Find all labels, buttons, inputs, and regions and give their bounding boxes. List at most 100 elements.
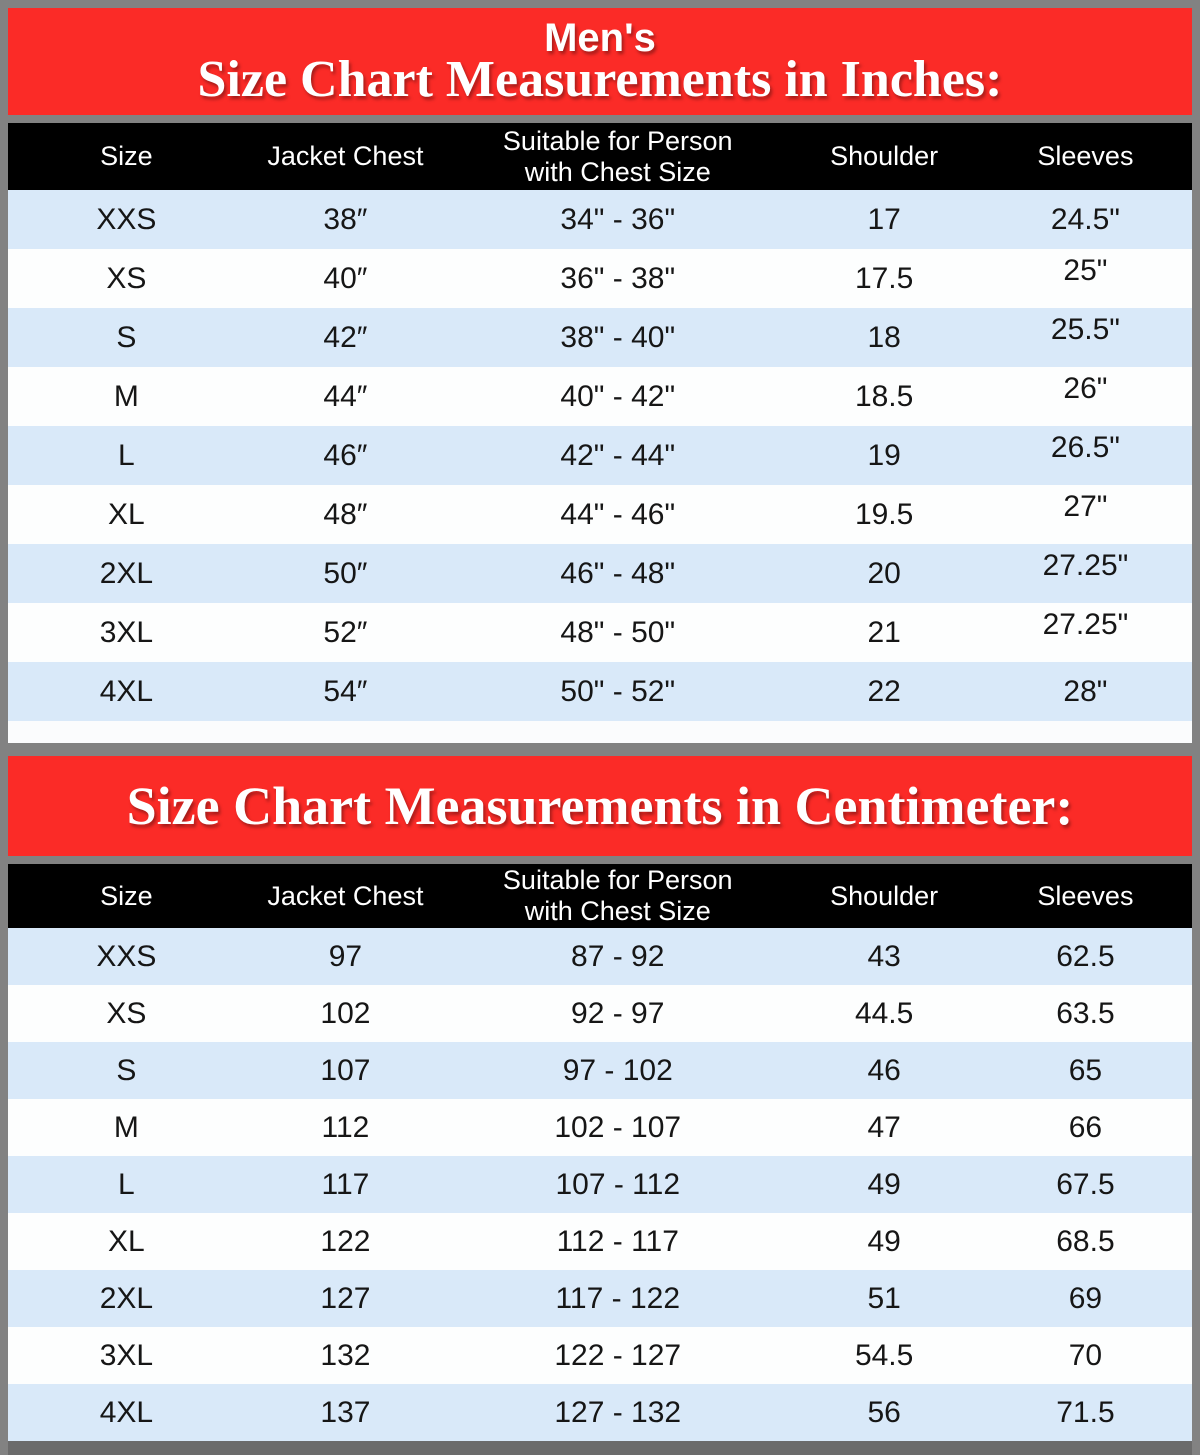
cell: 25.5" xyxy=(1050,312,1120,346)
cell: 18.5 xyxy=(854,379,914,413)
table-row: XL 48″ 44" - 46" 19.5 27" xyxy=(8,485,1192,544)
cell: 102 xyxy=(320,996,371,1030)
cell: 69 xyxy=(1068,1281,1103,1315)
cell: 21 xyxy=(867,615,901,649)
cell: 38" - 40" xyxy=(560,320,676,354)
cell: M xyxy=(113,1110,139,1144)
cell: 117 xyxy=(321,1167,370,1201)
cell: 17 xyxy=(867,202,901,236)
inches-banner-pretitle: Men's xyxy=(544,15,656,60)
table-row: XL 122 112 - 117 49 68.5 xyxy=(8,1213,1192,1270)
table-row: 2XL 50″ 46" - 48" 20 27.25" xyxy=(8,544,1192,603)
table-row: L 46″ 42" - 44" 19 26.5" xyxy=(8,426,1192,485)
column-header-jacket-chest: Jacket Chest xyxy=(244,123,447,190)
cell: 42″ xyxy=(323,320,368,354)
column-header-sleeves: Sleeves xyxy=(978,123,1192,190)
cell: 49 xyxy=(867,1224,901,1258)
cell: 26.5" xyxy=(1050,430,1120,464)
cell: 97 xyxy=(328,939,363,973)
cell: 49 xyxy=(867,1167,901,1201)
cell: 40″ xyxy=(323,261,368,295)
cell: 71.5 xyxy=(1056,1395,1115,1429)
table-row: M 44″ 40" - 42" 18.5 26" xyxy=(8,367,1192,426)
cell: 46" - 48" xyxy=(560,556,676,590)
inches-banner: Men's Size Chart Measurements in Inches: xyxy=(8,8,1192,115)
cell: 54″ xyxy=(323,674,368,708)
cell: 25" xyxy=(1063,253,1108,287)
cell: 107 xyxy=(320,1053,371,1087)
cell: XXS xyxy=(96,202,157,236)
bottom-shadow-bar xyxy=(8,1441,1192,1455)
table-row: M 112 102 - 107 47 66 xyxy=(8,1099,1192,1156)
table-row: 3XL 132 122 - 127 54.5 70 xyxy=(8,1327,1192,1384)
column-header-sleeves: Sleeves xyxy=(978,864,1192,928)
cell: L xyxy=(118,438,135,472)
cell: 20 xyxy=(867,556,901,590)
cell: 127 xyxy=(320,1281,371,1315)
column-header-jacket-chest: Jacket Chest xyxy=(244,864,447,928)
cell: 56 xyxy=(867,1395,901,1429)
cell: 19.5 xyxy=(854,497,914,531)
cell: 42" - 44" xyxy=(560,438,676,472)
cell: L xyxy=(118,1167,135,1201)
cell: 38″ xyxy=(323,202,368,236)
cell: 19 xyxy=(867,438,901,472)
centimeter-table-body: XXS 97 87 - 92 43 62.5 XS 102 92 - 97 44.5 63.5 S 1… xyxy=(8,928,1192,1441)
cell: 107 - 112 xyxy=(555,1167,681,1201)
cell: 27" xyxy=(1063,489,1108,523)
cell: 34" - 36" xyxy=(560,202,676,236)
cell: 127 - 132 xyxy=(554,1395,682,1429)
table-row: XS 102 92 - 97 44.5 63.5 xyxy=(8,985,1192,1042)
column-header-chest-range: Suitable for Person with Chest Size xyxy=(446,123,790,190)
cell: 44.5 xyxy=(854,996,914,1030)
cell: 44" - 46" xyxy=(560,497,676,531)
cell: 27.25" xyxy=(1042,607,1129,641)
table-row: S 42″ 38" - 40" 18 25.5" xyxy=(8,308,1192,367)
cell: 28" xyxy=(1063,674,1108,708)
cell: XS xyxy=(106,261,147,295)
cell: 4XL xyxy=(99,1395,154,1429)
cell: 63.5 xyxy=(1056,996,1115,1030)
cell: 54.5 xyxy=(854,1338,914,1372)
cell: 2XL xyxy=(99,556,154,590)
cell: 137 xyxy=(320,1395,371,1429)
cell: 22 xyxy=(867,674,901,708)
table-row: S 107 97 - 102 46 65 xyxy=(8,1042,1192,1099)
cell: 92 - 97 xyxy=(571,996,665,1030)
inches-table-body: XXS 38″ 34" - 36" 17 24.5" XS 40″ 36" - 38" 17.5… xyxy=(8,190,1192,721)
cell: 132 xyxy=(320,1338,371,1372)
cell: 52″ xyxy=(323,615,368,649)
cell: 26" xyxy=(1063,371,1108,405)
inches-banner-title: Size Chart Measurements in Inches: xyxy=(197,50,1003,108)
cell: XL xyxy=(108,497,145,531)
cell: 40" - 42" xyxy=(560,379,676,413)
cell: 18 xyxy=(867,320,901,354)
table-row: L 117 107 - 112 49 67.5 xyxy=(8,1156,1192,1213)
column-header-chest-range: Suitable for Person with Chest Size xyxy=(446,864,790,928)
cell: S xyxy=(116,1053,137,1087)
cell: 66 xyxy=(1068,1110,1103,1144)
column-header-shoulder: Shoulder xyxy=(789,123,979,190)
cell: 48" - 50" xyxy=(560,615,676,649)
cell: 102 - 107 xyxy=(554,1110,682,1144)
cell: XXS xyxy=(96,939,157,973)
table-row: XXS 97 87 - 92 43 62.5 xyxy=(8,928,1192,985)
table-row: 2XL 127 117 - 122 51 69 xyxy=(8,1270,1192,1327)
cell: 44″ xyxy=(323,379,368,413)
cell: S xyxy=(116,320,137,354)
table-footer-strip xyxy=(8,721,1192,743)
cell: 70 xyxy=(1068,1338,1103,1372)
cell: 50" - 52" xyxy=(560,674,676,708)
cell: 4XL xyxy=(99,674,154,708)
cell: 122 xyxy=(320,1224,371,1258)
table-row: XS 40″ 36" - 38" 17.5 25" xyxy=(8,249,1192,308)
cell: 36" - 38" xyxy=(560,261,676,295)
cell: 117 - 122 xyxy=(555,1281,681,1315)
table-row: XXS 38″ 34" - 36" 17 24.5" xyxy=(8,190,1192,249)
column-header-shoulder: Shoulder xyxy=(789,864,979,928)
cell: 2XL xyxy=(99,1281,154,1315)
cell: 47 xyxy=(867,1110,901,1144)
cell: XS xyxy=(106,996,147,1030)
inches-table: Size Jacket Chest Suitable for Person wi… xyxy=(8,123,1192,721)
cell: 43 xyxy=(867,939,901,973)
